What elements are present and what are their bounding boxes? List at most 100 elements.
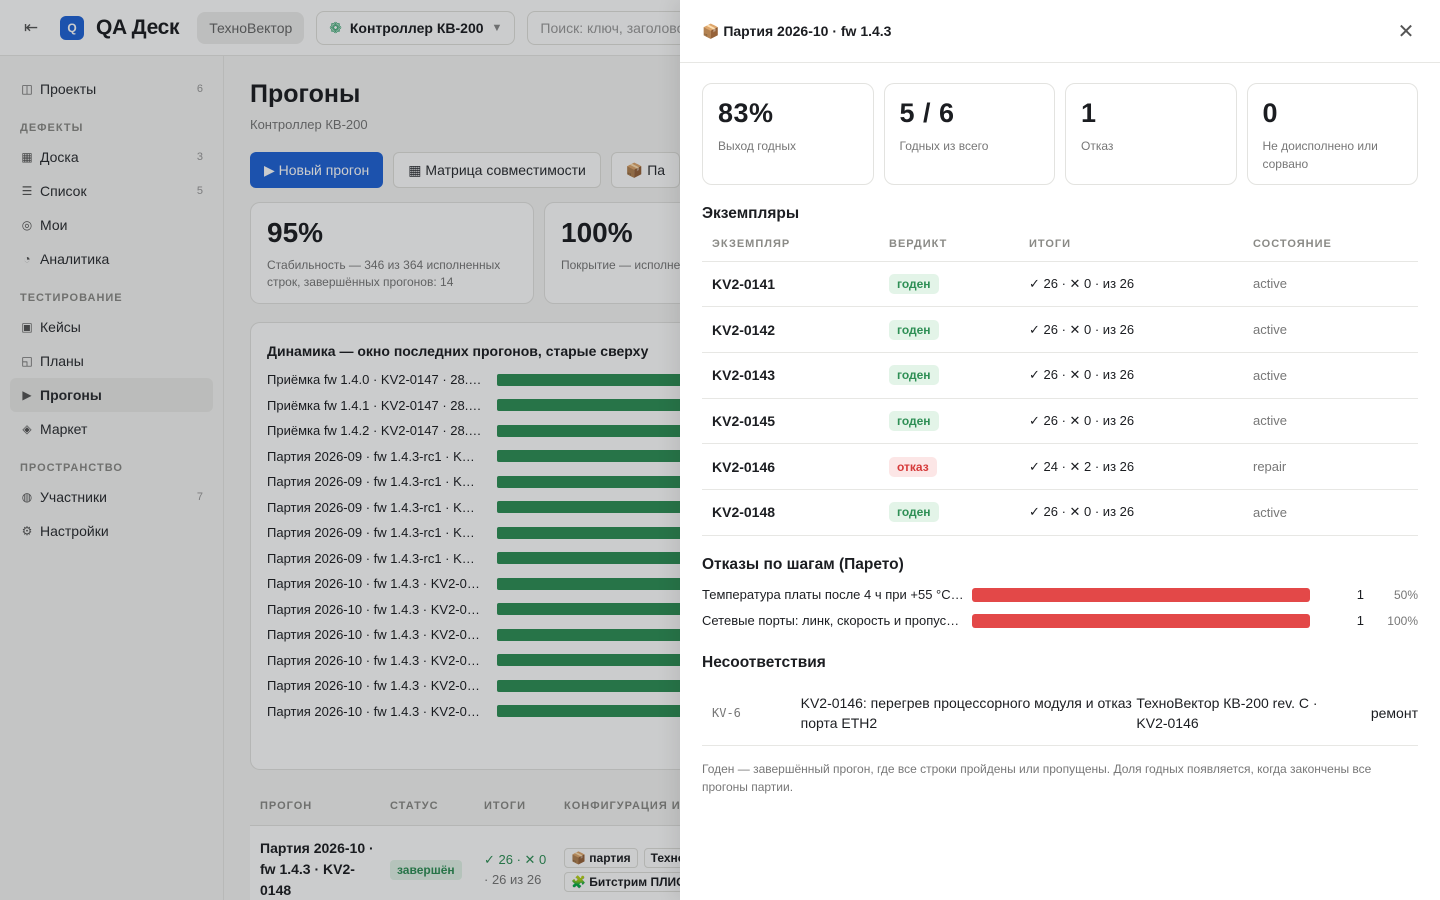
stat-value: 1 bbox=[1081, 98, 1097, 128]
sidebar-item-count: 3 bbox=[196, 151, 203, 163]
collapse-sidebar-icon[interactable]: ⇤ bbox=[23, 17, 39, 37]
stat-value: 83% bbox=[718, 98, 774, 128]
verdict-badge: годен bbox=[889, 319, 939, 340]
instance-cell: KV2-0141 bbox=[702, 261, 879, 308]
sidebar-item-defects-1[interactable]: ☰ Список 5 bbox=[10, 174, 213, 208]
config-chip: 🧩 Битстрим ПЛИС bbox=[564, 871, 692, 892]
pareto-percent: 50% bbox=[1393, 587, 1418, 602]
col-totals: ИТОГИ bbox=[1019, 227, 1243, 262]
compat-matrix-button[interactable]: ▦ Матрица совместимости bbox=[393, 152, 601, 188]
table-row[interactable]: KV2-0148 годен ✓ 26 · ✕ 0 · из 26 active bbox=[702, 489, 1418, 536]
new-run-button[interactable]: ▶ Новый прогон bbox=[250, 152, 384, 188]
status-badge: завершён bbox=[390, 860, 462, 880]
col-verdict: ВЕРДИКТ bbox=[879, 227, 1019, 262]
kpi-value: 95% bbox=[267, 217, 324, 248]
product-select[interactable]: ❁ Контроллер КВ-200 ▼ bbox=[316, 10, 516, 45]
nonconformity-component: ТехноВектор КВ-200 rev. C · KV2-0146 bbox=[1136, 694, 1318, 732]
drawer-body: 83% Выход годных 5 / 6 Годных из всего 1… bbox=[680, 63, 1440, 817]
verdict-badge: годен bbox=[889, 273, 939, 294]
stat-incomplete: 0 Не доисполнено или сорвано bbox=[1246, 83, 1418, 185]
pareto-row: Сетевые порты: линк, скорость и пропускн… bbox=[702, 608, 1418, 634]
instance-id[interactable]: KV2-0143 bbox=[712, 367, 776, 384]
sidebar-item-label: Маркет bbox=[40, 421, 88, 437]
table-row[interactable]: KV2-0142 годен ✓ 26 · ✕ 0 · из 26 active bbox=[702, 306, 1418, 353]
instance-id[interactable]: KV2-0148 bbox=[712, 504, 776, 521]
instance-id[interactable]: KV2-0146 bbox=[712, 458, 776, 475]
table-row[interactable]: KV2-0141 годен ✓ 26 · ✕ 0 · из 26 active bbox=[702, 261, 1418, 308]
sidebar-item-testing-3[interactable]: ◈ Маркет bbox=[10, 412, 213, 446]
sidebar-item-space-0[interactable]: ◍ Участники 7 bbox=[10, 480, 213, 514]
sidebar: ◫ Проекты 6 ДЕФЕКТЫ ▦ Доска 3 ☰ Список 5 ◎ Мои ◔ Ан… bbox=[0, 56, 224, 900]
totals-cell: ✓ 24 · ✕ 2 · из 26 bbox=[1019, 443, 1243, 490]
state-cell: repair bbox=[1243, 443, 1418, 490]
col-state: СОСТОЯНИЕ bbox=[1243, 227, 1418, 262]
nav-icon: ◫ bbox=[21, 82, 33, 96]
product-icon: ❁ bbox=[329, 19, 342, 37]
pareto-row: Температура платы после 4 ч при +55 °C н… bbox=[702, 582, 1418, 608]
sidebar-item-testing-1[interactable]: ◱ Планы bbox=[10, 344, 213, 378]
col-config: КОНФИГУРАЦИЯ И bbox=[564, 799, 681, 812]
stat-label: Выход годных bbox=[718, 139, 797, 153]
instance-cell: KV2-0142 bbox=[702, 306, 879, 353]
pareto-label: Сетевые порты: линк, скорость и пропускн… bbox=[702, 613, 972, 629]
table-row[interactable]: KV2-0145 годен ✓ 26 · ✕ 0 · из 26 active bbox=[702, 398, 1418, 445]
nav-icon: ⚙ bbox=[21, 524, 33, 538]
pareto-count: 1 bbox=[1356, 613, 1364, 629]
modal-overlay[interactable] bbox=[0, 0, 680, 900]
pareto-bar bbox=[972, 613, 1310, 628]
nonconformity-title[interactable]: KV2-0146: перегрев процессорного модуля … bbox=[800, 694, 1132, 732]
close-icon[interactable]: ✕ bbox=[1397, 20, 1415, 43]
instance-id[interactable]: KV2-0145 bbox=[712, 412, 776, 429]
sidebar-item-top-0[interactable]: ◫ Проекты 6 bbox=[10, 72, 213, 106]
instance-id[interactable]: KV2-0142 bbox=[712, 321, 776, 338]
pareto-percent: 100% bbox=[1387, 613, 1418, 628]
run-name[interactable]: Партия 2026-10 · fw 1.4.3 · KV2-0148 bbox=[260, 840, 374, 898]
verdict-cell: отказ bbox=[879, 443, 1019, 490]
sidebar-item-left: ▶ Прогоны bbox=[20, 387, 101, 403]
nav-section-testing: ТЕСТИРОВАНИЕ bbox=[20, 292, 123, 304]
table-row[interactable]: KV2-0146 отказ ✓ 24 · ✕ 2 · из 26 repair bbox=[702, 443, 1418, 490]
sidebar-item-left: ◍ Участники bbox=[20, 489, 107, 505]
sidebar-item-defects-0[interactable]: ▦ Доска 3 bbox=[10, 140, 213, 174]
config-chip: 📦 партия bbox=[564, 847, 638, 868]
nonconformities-title: Несоответствия bbox=[702, 653, 826, 671]
table-row[interactable]: KV2-0143 годен ✓ 26 · ✕ 0 · из 26 active bbox=[702, 352, 1418, 399]
sidebar-item-label: Список bbox=[40, 183, 87, 199]
nav-icon: ▦ bbox=[21, 150, 33, 164]
sidebar-item-defects-3[interactable]: ◔ Аналитика bbox=[10, 242, 213, 276]
totals-cell: ✓ 26 · ✕ 0 · из 26 bbox=[1019, 261, 1243, 308]
totals-cell: ✓ 26 · ✕ 0 · из 26 bbox=[1019, 352, 1243, 399]
instance-cell: KV2-0145 bbox=[702, 398, 879, 445]
sidebar-item-label: Мои bbox=[40, 217, 68, 233]
verdict-cell: годен bbox=[879, 352, 1019, 399]
state-cell: active bbox=[1243, 261, 1418, 308]
sidebar-item-left: ◫ Проекты bbox=[20, 81, 96, 97]
instances-table: ЭКЗЕМПЛЯР ВЕРДИКТ ИТОГИ СОСТОЯНИЕ KV2-01… bbox=[702, 227, 1418, 536]
batch-button[interactable]: 📦 Па bbox=[610, 152, 681, 188]
app-title: QA Деск bbox=[96, 15, 180, 39]
nonconformity-row[interactable]: KV-6 KV2-0146: перегрев процессорного мод… bbox=[702, 682, 1418, 746]
pareto-title: Отказы по шагам (Парето) bbox=[702, 555, 904, 573]
sidebar-item-testing-0[interactable]: ▣ Кейсы bbox=[10, 310, 213, 344]
sidebar-item-defects-2[interactable]: ◎ Мои bbox=[10, 208, 213, 242]
nonconformity-key[interactable]: KV-6 bbox=[712, 706, 741, 721]
sidebar-item-label: Кейсы bbox=[40, 319, 81, 335]
sidebar-item-label: Настройки bbox=[40, 523, 109, 539]
nonconformity-state: ремонт bbox=[1370, 705, 1418, 722]
sidebar-item-left: ◎ Мои bbox=[20, 217, 68, 233]
verdict-cell: годен bbox=[879, 398, 1019, 445]
sidebar-item-count: 6 bbox=[196, 83, 203, 95]
pareto-track bbox=[972, 587, 1312, 602]
sidebar-item-space-1[interactable]: ⚙ Настройки bbox=[10, 514, 213, 548]
state-cell: active bbox=[1243, 306, 1418, 353]
nav-icon: ◍ bbox=[21, 490, 33, 504]
org-switcher[interactable]: ТехноВектор bbox=[197, 11, 305, 44]
run-totals-line2: · 26 из 26 bbox=[484, 871, 542, 887]
instance-id[interactable]: KV2-0141 bbox=[712, 275, 776, 292]
stat-label: Не доисполнено или сорвано bbox=[1262, 139, 1378, 171]
instance-cell: KV2-0143 bbox=[702, 352, 879, 399]
sidebar-item-testing-2[interactable]: ▶ Прогоны bbox=[10, 378, 213, 412]
pareto-label: Температура платы после 4 ч при +55 °C н… bbox=[702, 587, 972, 603]
stat-value: 5 / 6 bbox=[899, 98, 955, 128]
nav-icon: ☰ bbox=[21, 184, 33, 198]
